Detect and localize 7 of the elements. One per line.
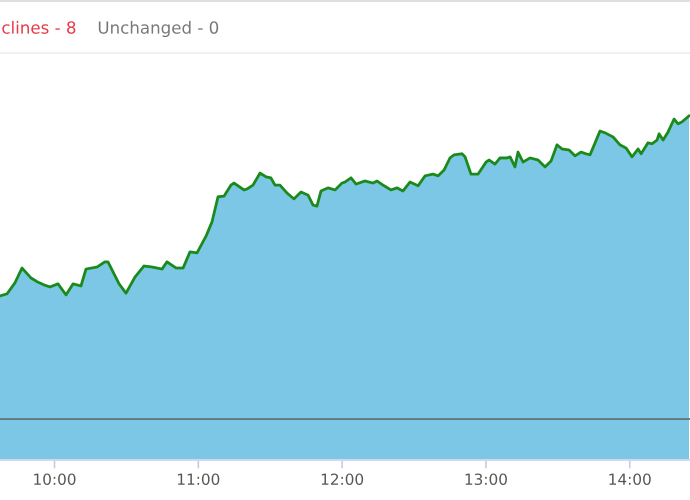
x-tick-label: 11:00 <box>178 473 220 486</box>
x-tick-label: 13:00 <box>466 473 507 486</box>
text: Unchanged - 0 <box>98 20 218 38</box>
x-tick-label: 14:00 <box>609 473 651 486</box>
x-tick-label: 10:00 <box>34 473 76 486</box>
text: clines - 8 <box>2 20 76 34</box>
x-tick-label: 12:00 <box>322 473 364 486</box>
